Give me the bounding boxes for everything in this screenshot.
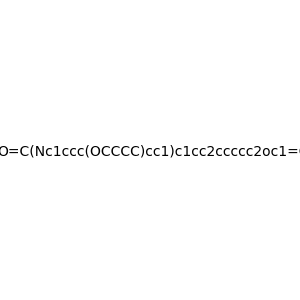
Text: O=C(Nc1ccc(OCCCC)cc1)c1cc2ccccc2oc1=O: O=C(Nc1ccc(OCCCC)cc1)c1cc2ccccc2oc1=O bbox=[0, 145, 300, 158]
